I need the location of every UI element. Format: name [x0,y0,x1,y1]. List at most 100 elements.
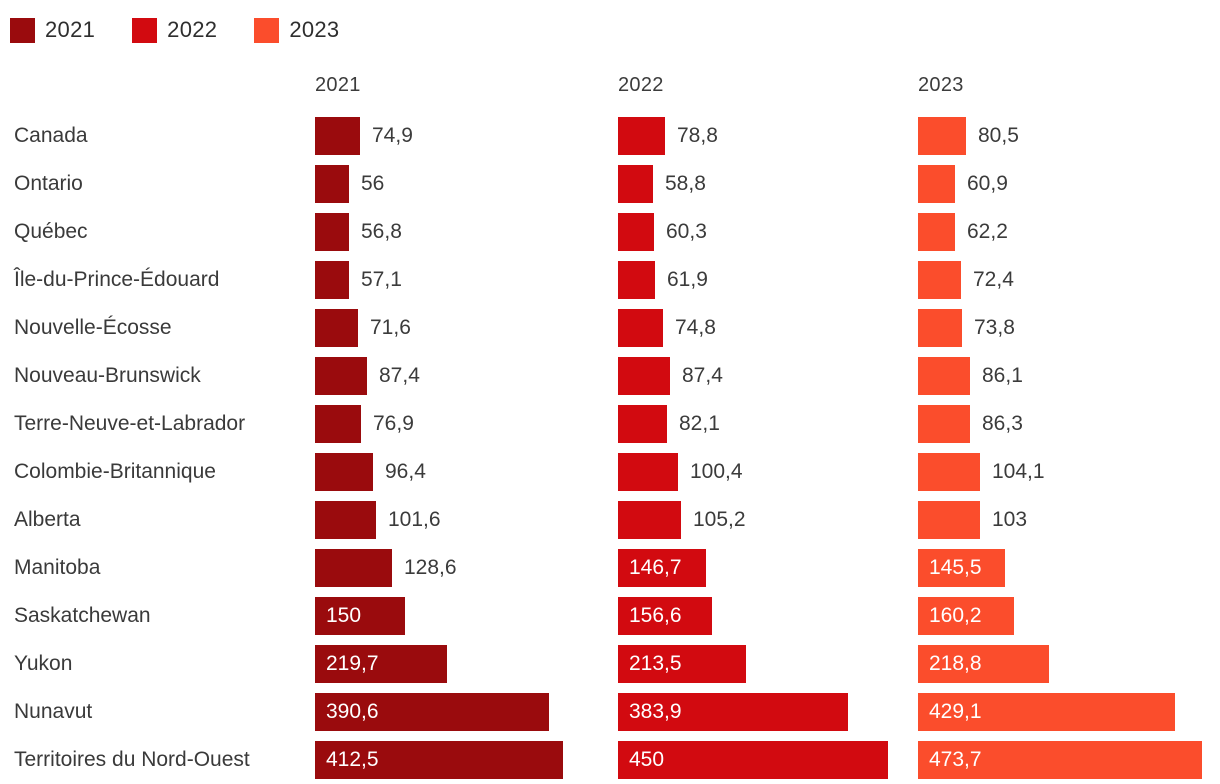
value-label: 218,8 [929,652,982,675]
legend-item-2022: 2022 [132,17,217,43]
bar-2022-Nunavut: 383,9 [618,693,848,731]
bar-2022-Alberta [618,501,681,539]
bar-2021-Saskatchewan: 150 [315,597,405,635]
bar-2023-Alberta [918,501,980,539]
header-spacer [0,64,315,106]
bar-2021-Nouveau-Brunswick [315,357,367,395]
bar-2023-Manitoba: 145,5 [918,549,1005,587]
legend-swatch-icon [10,17,35,43]
bar-cell: 156,6 [618,592,918,640]
bar-2022-Terre-Neuve-et-Labrador [618,405,667,443]
bar-2023-Ontario [918,165,955,203]
value-label: 429,1 [929,700,982,723]
legend-label: 2022 [167,17,218,42]
column-header-2021: 2021 [315,74,361,96]
bar-2022-Nouveau-Brunswick [618,357,670,395]
bar-cell: 383,9 [618,688,918,736]
value-label: 87,4 [682,364,723,387]
bar-cell: 56 [315,160,618,208]
value-label: 412,5 [326,748,379,771]
value-label: 390,6 [326,700,379,723]
bar-2021-Île-du-Prince-Édouard [315,261,349,299]
bar-2022-Ontario [618,165,653,203]
bar-cell: 82,1 [618,400,918,448]
bar-cell: 145,5 [918,544,1220,592]
column-header-2022: 2022 [618,74,664,96]
value-label: 104,1 [992,460,1045,483]
bar-2021-Nouvelle-Écosse [315,309,358,347]
row-label: Saskatchewan [14,604,151,627]
value-label: 156,6 [629,604,682,627]
row-label: Terre-Neuve-et-Labrador [14,412,246,435]
bar-2021-Territoires du Nord-Ouest: 412,5 [315,741,563,779]
bar-cell: 60,3 [618,208,918,256]
bar-2023-Colombie-Britannique [918,453,980,491]
bar-cell: 61,9 [618,256,918,304]
bar-cell: 86,3 [918,400,1220,448]
bar-cell: 74,8 [618,304,918,352]
bar-cell: 390,6 [315,688,618,736]
value-label: 96,4 [385,460,426,483]
bar-2022-Île-du-Prince-Édouard [618,261,655,299]
bar-cell: 101,6 [315,496,618,544]
bar-2021-Nunavut: 390,6 [315,693,549,731]
value-label: 78,8 [677,124,718,147]
bar-2022-Yukon: 213,5 [618,645,746,683]
value-label: 56 [361,172,385,195]
bar-cell: 80,5 [918,112,1220,160]
value-label: 450 [629,748,665,771]
value-label: 473,7 [929,748,982,771]
bar-cell: 78,8 [618,112,918,160]
bar-cell: 58,8 [618,160,918,208]
row-label: Québec [14,220,88,243]
bar-2022-Territoires du Nord-Ouest: 450 [618,741,888,779]
bar-2021-Canada [315,117,360,155]
value-label: 73,8 [974,316,1015,339]
row-label: Nouvelle-Écosse [14,316,172,339]
bar-cell: 60,9 [918,160,1220,208]
bar-cell: 74,9 [315,112,618,160]
value-label: 103 [992,508,1028,531]
bar-2021-Manitoba [315,549,392,587]
bar-2023-Île-du-Prince-Édouard [918,261,961,299]
bar-cell: 450 [618,736,918,784]
bar-cell: 87,4 [618,352,918,400]
bar-2023-Nouveau-Brunswick [918,357,970,395]
value-label: 105,2 [693,508,746,531]
bar-cell: 72,4 [918,256,1220,304]
bar-cell: 150 [315,592,618,640]
row-label: Ontario [14,172,83,195]
row-label: Canada [14,124,88,147]
value-label: 80,5 [978,124,1019,147]
value-label: 87,4 [379,364,420,387]
bar-2022-Saskatchewan: 156,6 [618,597,712,635]
value-label: 146,7 [629,556,682,579]
value-label: 213,5 [629,652,682,675]
bar-2021-Yukon: 219,7 [315,645,447,683]
bar-2021-Ontario [315,165,349,203]
bar-cell: 412,5 [315,736,618,784]
bar-cell: 104,1 [918,448,1220,496]
value-label: 74,9 [372,124,413,147]
column-header-2023: 2023 [918,74,964,96]
bar-cell: 73,8 [918,304,1220,352]
bar-cell: 71,6 [315,304,618,352]
value-label: 150 [326,604,362,627]
value-label: 57,1 [361,268,402,291]
bar-cell: 146,7 [618,544,918,592]
value-label: 58,8 [665,172,706,195]
bar-2021-Colombie-Britannique [315,453,373,491]
bar-cell: 213,5 [618,640,918,688]
row-label: Nunavut [14,700,93,723]
bar-2023-Québec [918,213,955,251]
value-label: 82,1 [679,412,720,435]
value-label: 71,6 [370,316,411,339]
bar-2022-Manitoba: 146,7 [618,549,706,587]
bar-cell: 105,2 [618,496,918,544]
row-label: Yukon [14,652,73,675]
value-label: 101,6 [388,508,441,531]
value-label: 60,9 [967,172,1008,195]
value-label: 100,4 [690,460,743,483]
value-label: 76,9 [373,412,414,435]
value-label: 145,5 [929,556,982,579]
